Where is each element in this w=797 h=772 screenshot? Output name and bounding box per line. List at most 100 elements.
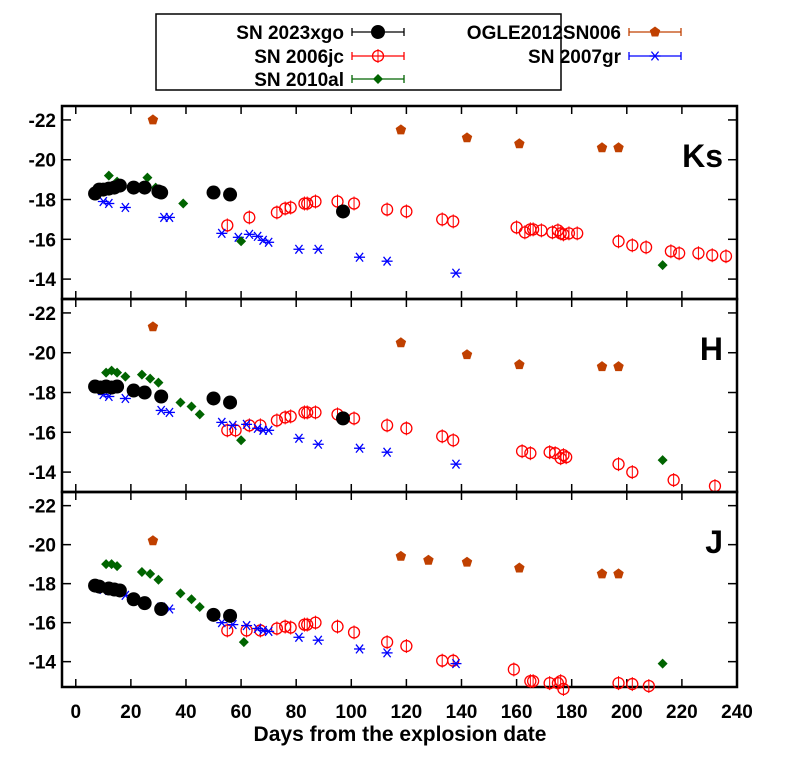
- data-point: [186, 401, 197, 412]
- data-point: [557, 448, 570, 463]
- data-point: [381, 648, 393, 658]
- data-point: [626, 677, 639, 692]
- data-point: [293, 632, 305, 643]
- data-point: [461, 349, 473, 360]
- data-point: [347, 196, 361, 211]
- data-point: [175, 397, 186, 408]
- data-point: [510, 220, 523, 235]
- data-point: [112, 561, 123, 572]
- data-point: [626, 465, 639, 480]
- data-point: [450, 658, 462, 669]
- data-point: [526, 222, 540, 237]
- y-tick-label: -18: [29, 384, 56, 405]
- data-point: [436, 212, 449, 227]
- data-point: [223, 187, 238, 202]
- data-point: [596, 568, 608, 579]
- data-point: [336, 411, 351, 426]
- data-point: [145, 568, 156, 579]
- data-point: [657, 658, 668, 669]
- x-tick-label: 140: [446, 702, 478, 723]
- legend-box: [155, 13, 562, 91]
- y-tick-label: -20: [29, 536, 56, 557]
- data-point: [142, 172, 153, 183]
- data-point: [613, 142, 624, 153]
- series-sn-2010al: [101, 365, 668, 466]
- data-point: [514, 359, 525, 370]
- series-ogle2012sn006: [147, 321, 624, 372]
- data-point: [263, 425, 275, 436]
- data-point: [395, 337, 407, 348]
- data-point: [147, 535, 159, 546]
- y-tick-label: -18: [29, 191, 56, 212]
- data-point: [312, 244, 324, 255]
- data-point: [154, 389, 169, 404]
- legend-marker: [371, 49, 385, 63]
- x-tick-label: 200: [611, 702, 643, 723]
- series-sn-2006jc: [221, 194, 733, 264]
- data-point: [447, 433, 460, 448]
- data-point: [331, 194, 344, 209]
- data-point: [554, 674, 567, 689]
- data-point: [112, 367, 123, 378]
- data-point: [221, 423, 234, 438]
- data-point: [252, 231, 264, 242]
- data-point: [309, 615, 322, 630]
- data-point: [137, 385, 152, 400]
- data-point: [639, 240, 653, 255]
- panel-ks: -22 -20 -18 -16 -14 Ks: [29, 104, 739, 301]
- data-point: [347, 625, 361, 640]
- data-point: [155, 405, 167, 416]
- series-sn-2023xgo: [88, 178, 351, 219]
- data-point: [270, 205, 284, 220]
- y-tick-label: -22: [29, 111, 56, 132]
- data-point: [221, 623, 234, 638]
- legend-label: SN 2007gr: [528, 47, 622, 68]
- y-tick-label: -18: [29, 575, 56, 596]
- legend-entry-sn-2010al: SN 2010al: [254, 70, 405, 91]
- data-point: [110, 379, 125, 394]
- data-point: [270, 413, 284, 428]
- series-sn-2010al: [101, 559, 668, 669]
- data-point: [175, 588, 186, 599]
- data-point: [194, 409, 205, 420]
- x-tick-label: 100: [335, 702, 367, 723]
- data-point: [461, 556, 473, 567]
- data-point: [524, 446, 537, 461]
- data-point: [447, 214, 460, 229]
- data-point: [657, 455, 668, 466]
- data-point: [436, 429, 449, 444]
- series-sn-2010al: [95, 170, 668, 271]
- series-sn-2023xgo: [88, 578, 238, 623]
- data-point: [103, 198, 115, 209]
- chart-panels: -22-20-18-16-14Ks-22-20-18-16-14H-22-20-…: [29, 104, 739, 696]
- data-point: [243, 229, 255, 240]
- data-point: [301, 196, 314, 211]
- data-point: [423, 554, 434, 565]
- data-point: [596, 142, 608, 153]
- data-point: [309, 405, 322, 420]
- y-tick-label: -22: [29, 497, 56, 518]
- x-axis: 0 20 40 60 80 100 120 140 160 180 200 220 240: [70, 702, 752, 723]
- series-sn-2007gr: [97, 196, 462, 278]
- legend-label: OGLE2012SN006: [467, 23, 621, 44]
- data-point: [284, 200, 297, 215]
- data-point: [206, 185, 221, 200]
- data-point: [112, 583, 127, 598]
- legend-entry-sn-2006jc: SN 2006jc: [254, 47, 405, 68]
- data-point: [395, 550, 407, 561]
- x-axis-title: Days from the explosion date: [254, 723, 547, 746]
- data-point: [241, 419, 253, 430]
- data-point: [514, 138, 525, 149]
- legend-label: SN 2006jc: [254, 47, 344, 68]
- data-point: [642, 679, 655, 694]
- data-point: [436, 653, 449, 668]
- data-point: [613, 361, 624, 372]
- x-tick-label: 20: [120, 702, 141, 723]
- data-point: [243, 210, 256, 225]
- data-point: [347, 411, 361, 426]
- data-point: [336, 204, 351, 219]
- y-tick-label: -14: [29, 653, 57, 674]
- data-point: [526, 674, 540, 689]
- data-point: [395, 124, 407, 135]
- data-point: [223, 608, 238, 623]
